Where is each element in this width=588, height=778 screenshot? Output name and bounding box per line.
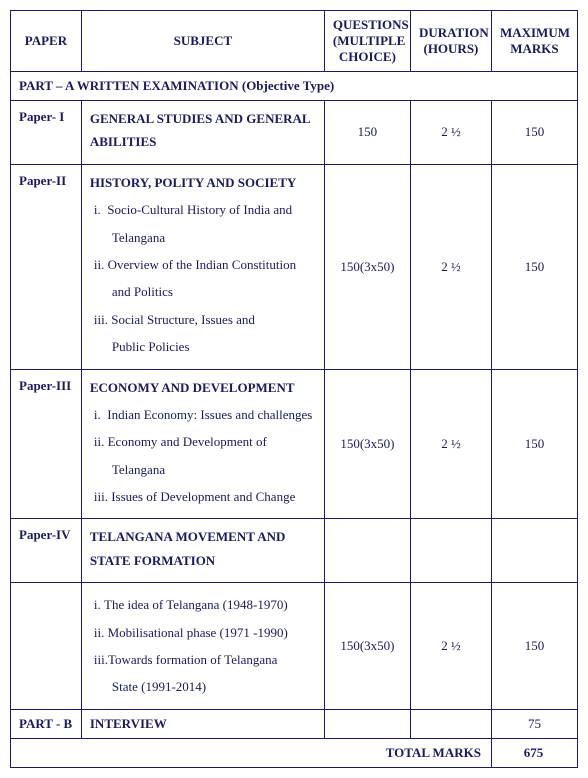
duration-cell: 2 ½ [410,164,491,369]
part-b-marks: 75 [491,709,577,738]
sub-item: ii. Economy and Development of [90,430,316,453]
total-row: TOTAL MARKS 675 [11,738,578,767]
sub-item-cont: State (1991-2014) [90,675,316,698]
sub-item: i. Indian Economy: Issues and challenges [90,403,316,426]
sub-item-cont: Telangana [90,226,316,249]
exam-scheme-table: PAPER SUBJECT QUESTIONS (MULTIPLE CHOICE… [10,10,578,768]
duration-cell [410,519,491,583]
paper-id: Paper-IV [11,519,82,583]
subject-cell: i. The idea of Telangana (1948-1970) ii.… [81,583,324,710]
part-b-label: PART - B [11,709,82,738]
sub-item: iii. Issues of Development and Change [90,485,316,508]
subject-cell: TELANGANA MOVEMENT AND STATE FORMATION [81,519,324,583]
questions-cell [324,519,410,583]
header-duration: DURATION (HOURS) [410,11,491,72]
sub-item-cont: Telangana [90,458,316,481]
subject-title: GENERAL STUDIES AND GENERAL ABILITIES [90,107,316,154]
subject-cell: HISTORY, POLITY AND SOCIETY i. Socio-Cul… [81,164,324,369]
sub-item: i. Socio-Cultural History of India and [90,198,316,221]
duration-cell: 2 ½ [410,583,491,710]
subject-title: HISTORY, POLITY AND SOCIETY [90,171,316,194]
questions-cell: 150(3x50) [324,369,410,519]
header-row: PAPER SUBJECT QUESTIONS (MULTIPLE CHOICE… [11,11,578,72]
duration-cell: 2 ½ [410,101,491,165]
sub-item-cont: Public Policies [90,335,316,358]
duration-cell: 2 ½ [410,369,491,519]
part-a-label: PART – A WRITTEN EXAMINATION (Objective … [11,72,578,101]
header-marks: MAXIMUM MARKS [491,11,577,72]
marks-cell: 150 [491,101,577,165]
subject-cell: GENERAL STUDIES AND GENERAL ABILITIES [81,101,324,165]
empty-cell [324,709,410,738]
paper-id: Paper-III [11,369,82,519]
sub-item: i. The idea of Telangana (1948-1970) [90,593,316,616]
paper-row: Paper-II HISTORY, POLITY AND SOCIETY i. … [11,164,578,369]
questions-cell: 150 [324,101,410,165]
part-a-row: PART – A WRITTEN EXAMINATION (Objective … [11,72,578,101]
paper-row: Paper-III ECONOMY AND DEVELOPMENT i. Ind… [11,369,578,519]
paper-row: Paper- I GENERAL STUDIES AND GENERAL ABI… [11,101,578,165]
sub-item: iii. Social Structure, Issues and [90,308,316,331]
paper-row: Paper-IV TELANGANA MOVEMENT AND STATE FO… [11,519,578,583]
paper-id: Paper- I [11,101,82,165]
header-paper: PAPER [11,11,82,72]
marks-cell: 150 [491,164,577,369]
marks-cell [491,519,577,583]
subject-title: TELANGANA MOVEMENT AND STATE FORMATION [90,525,316,572]
marks-cell: 150 [491,369,577,519]
paper-id: Paper-II [11,164,82,369]
sub-item: iii.Towards formation of Telangana [90,648,316,671]
subject-title: ECONOMY AND DEVELOPMENT [90,376,316,399]
total-value: 675 [491,738,577,767]
header-subject: SUBJECT [81,11,324,72]
empty-cell [410,709,491,738]
header-questions: QUESTIONS (MULTIPLE CHOICE) [324,11,410,72]
part-b-subject: INTERVIEW [81,709,324,738]
sub-item-cont: and Politics [90,280,316,303]
subject-cell: ECONOMY AND DEVELOPMENT i. Indian Econom… [81,369,324,519]
paper-id [11,583,82,710]
questions-cell: 150(3x50) [324,164,410,369]
sub-item: ii. Overview of the Indian Constitution [90,253,316,276]
marks-cell: 150 [491,583,577,710]
total-label: TOTAL MARKS [11,738,492,767]
sub-item: ii. Mobilisational phase (1971 -1990) [90,621,316,644]
part-b-row: PART - B INTERVIEW 75 [11,709,578,738]
paper-row: i. The idea of Telangana (1948-1970) ii.… [11,583,578,710]
questions-cell: 150(3x50) [324,583,410,710]
